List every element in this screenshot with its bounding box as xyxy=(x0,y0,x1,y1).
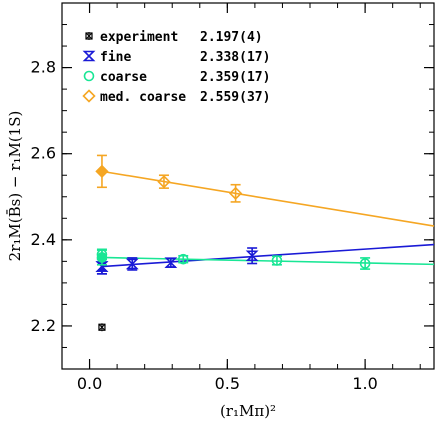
y-tick-label: 2.8 xyxy=(31,58,56,77)
marker-circle xyxy=(359,258,371,269)
legend-label: med. coarse xyxy=(100,90,186,105)
x-tick-label: 0.5 xyxy=(215,374,240,393)
fit-lines xyxy=(101,170,435,268)
marker-diamond xyxy=(82,89,96,103)
fit-line-coarse xyxy=(101,256,435,266)
marker-diamond xyxy=(157,175,171,189)
y-tick-label: 2.2 xyxy=(31,316,56,335)
fit-line-fine xyxy=(101,243,435,268)
marker-diamond xyxy=(95,164,109,178)
legend-label: coarse xyxy=(100,70,147,85)
plot-frame xyxy=(61,2,435,370)
data-points xyxy=(95,154,371,332)
fit-line-med-coarse xyxy=(101,170,435,227)
y-axis-label: 2r₁M(B̄s) − r₁M(1S) xyxy=(6,111,24,262)
marker-diamond xyxy=(228,186,243,200)
x-tick-label: 0.0 xyxy=(77,374,102,393)
legend: experiment 2.197(4) fine 2.338(17) coarse 2.3… xyxy=(82,30,270,105)
legend-label: fine xyxy=(100,50,131,65)
marker-circle xyxy=(83,70,95,82)
axis-ticks: 0.0 0.5 1.0 2.2 2.4 2.6 2.8 xyxy=(31,3,434,393)
marker-circle xyxy=(271,255,283,266)
marker-circle xyxy=(96,252,108,263)
marker-asterisk xyxy=(98,323,106,332)
legend-label: experiment xyxy=(100,30,178,45)
marker-circle xyxy=(177,253,189,265)
legend-value: 2.338(17) xyxy=(200,50,270,65)
legend-value: 2.559(37) xyxy=(200,90,270,105)
y-tick-label: 2.6 xyxy=(31,144,56,163)
marker-bowtie xyxy=(164,257,178,268)
marker-bowtie xyxy=(245,250,259,262)
marker-asterisk xyxy=(85,32,93,40)
marker-bowtie xyxy=(82,50,96,62)
x-axis-label: (r₁Mπ)² xyxy=(220,402,276,420)
y-tick-label: 2.4 xyxy=(31,230,56,249)
legend-value: 2.197(4) xyxy=(200,30,263,45)
x-tick-label: 1.0 xyxy=(352,374,377,393)
marker-bowtie xyxy=(125,258,139,270)
legend-value: 2.359(17) xyxy=(200,70,270,85)
